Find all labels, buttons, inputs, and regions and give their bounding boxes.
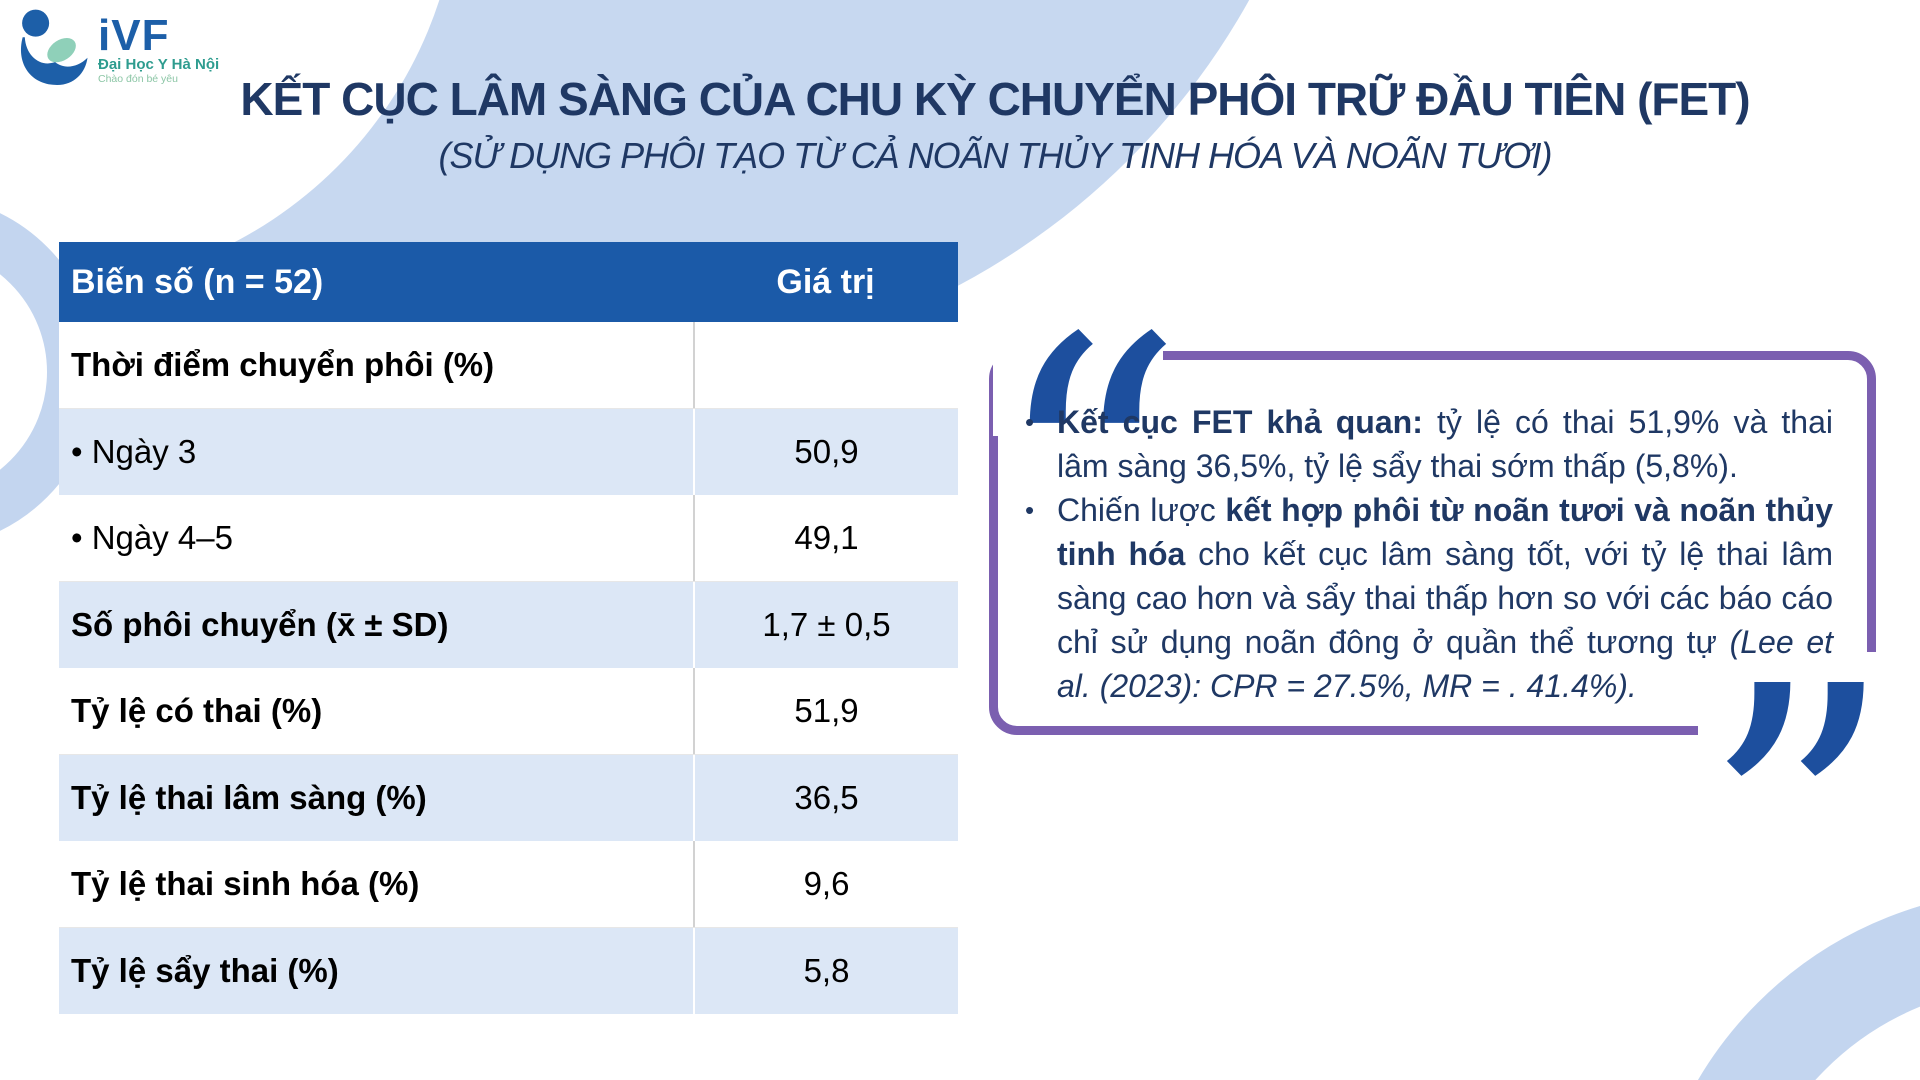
- column-header-value: Giá trị: [776, 262, 875, 301]
- quote-box: [989, 351, 1876, 735]
- close-quote-glyph: ”: [1700, 606, 1895, 1049]
- quote-bullet-item: • Kết cục FET khả quan: tỷ lệ có thai 51,…: [1021, 400, 1833, 488]
- table-row: Số phôi chuyển (x̄ ± SD) 1,7 ± 0,5: [59, 582, 958, 668]
- logo-brand-text: iVF: [98, 11, 170, 60]
- open-quote-icon: “: [991, 290, 1185, 670]
- row-label: Thời điểm chuyển phôi (%): [71, 346, 495, 383]
- row-label: • Ngày 3: [71, 433, 197, 470]
- row-label: Tỷ lệ có thai (%): [71, 692, 323, 729]
- row-value: 49,1: [693, 495, 958, 581]
- quote-bold-text: Kết cục FET khả quan:: [1057, 404, 1423, 440]
- page-title: KẾT CỤC LÂM SÀNG CỦA CHU KỲ CHUYỂN PHÔI …: [240, 73, 1750, 125]
- table-header-row: Biến số (n = 52) Giá trị: [59, 242, 958, 322]
- close-quote-icon: ”: [1698, 638, 1896, 1018]
- quote-bullet-item: • Chiến lược kết hợp phôi từ noãn tươi và…: [1021, 488, 1833, 708]
- table-row: Tỷ lệ thai sinh hóa (%) 9,6: [59, 841, 958, 928]
- quote-bold-text: kết hợp phôi từ noãn tươi và noãn thủy t…: [1057, 492, 1833, 572]
- row-value: [693, 322, 958, 408]
- logo-org-name: Đại Học Y Hà Nội: [98, 56, 220, 73]
- row-value: 51,9: [693, 668, 958, 754]
- column-header-variable: Biến số (n = 52): [71, 262, 324, 301]
- table-row: • Ngày 3 50,9: [59, 409, 958, 495]
- table-row: Tỷ lệ thai lâm sàng (%) 36,5: [59, 755, 958, 841]
- row-label: • Ngày 4–5: [71, 519, 233, 556]
- row-value: 9,6: [693, 841, 958, 927]
- quote-regular-text: cho kết cục lâm sàng tốt, với tỷ lệ thai…: [1057, 536, 1834, 660]
- table-row: Tỷ lệ sẩy thai (%) 5,8: [59, 928, 958, 1014]
- open-quote-glyph: “: [991, 258, 1186, 701]
- row-value: 50,9: [693, 409, 958, 495]
- row-label: Tỷ lệ thai lâm sàng (%): [71, 779, 427, 816]
- row-value: 1,7 ± 0,5: [693, 582, 958, 668]
- quote-content: • Kết cục FET khả quan: tỷ lệ có thai 51,…: [1021, 400, 1833, 708]
- row-value: 5,8: [693, 928, 958, 1014]
- table-row: Thời điểm chuyển phôi (%): [59, 322, 958, 409]
- row-label: Số phôi chuyển (x̄ ± SD): [71, 606, 449, 643]
- row-label: Tỷ lệ sẩy thai (%): [71, 952, 339, 989]
- slide-header: KẾT CỤC LÂM SÀNG CỦA CHU KỲ CHUYỂN PHÔI …: [70, 68, 1920, 180]
- row-value: 36,5: [693, 755, 958, 841]
- row-label: Tỷ lệ thai sinh hóa (%): [71, 865, 420, 902]
- ivf-logo: iVF Đại Học Y Hà Nội Chào đón bé yêu: [14, 8, 219, 88]
- quote-regular-text: tỷ lệ có thai 51,9% và thai lâm sàng 36,…: [1057, 404, 1834, 484]
- quote-italic-citation: (Lee et al. (2023): CPR = 27.5%, MR = . …: [1057, 624, 1834, 704]
- page-subtitle: (SỬ DỤNG PHÔI TẠO TỪ CẢ NOÃN THỦY TINH H…: [438, 135, 1553, 176]
- bullet-icon: •: [1025, 407, 1035, 437]
- table-row: • Ngày 4–5 49,1: [59, 495, 958, 582]
- results-table: Biến số (n = 52) Giá trị Thời điểm chuyể…: [59, 242, 958, 1014]
- logo-tagline: Chào đón bé yêu: [98, 73, 178, 85]
- table-row: Tỷ lệ có thai (%) 51,9: [59, 668, 958, 755]
- quote-regular-text: Chiến lược: [1057, 492, 1226, 528]
- bullet-icon: •: [1025, 495, 1035, 525]
- ivf-logo-mark: [20, 9, 88, 85]
